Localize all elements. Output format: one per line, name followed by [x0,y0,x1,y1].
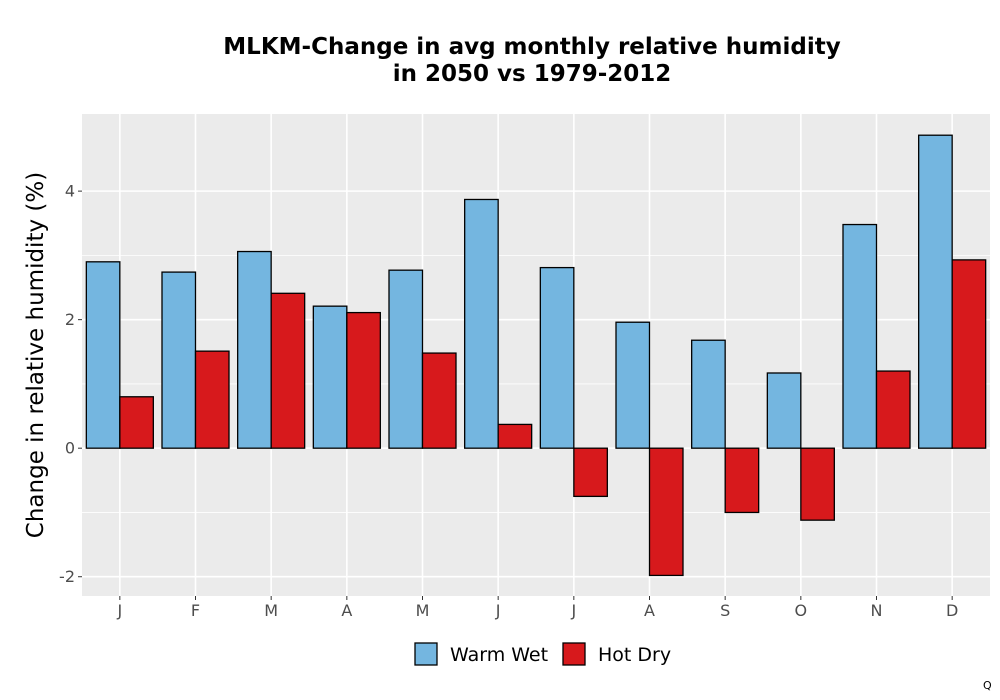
bar-warm-wet [85,261,121,449]
x-tick-label: A [644,601,655,620]
y-axis: -2 0 2 4 [59,182,82,586]
x-tick-label: A [341,601,352,620]
bar-warm-wet [918,134,953,449]
bar-hot-dry [875,370,911,449]
x-tick-label: N [871,601,883,620]
bar-warm-wet [842,223,878,449]
bar-hot-dry [194,350,230,449]
bar-hot-dry [270,292,306,449]
bar-warm-wet [766,372,802,449]
y-tick-label: -2 [59,567,75,586]
x-tick-label: J [116,601,122,620]
legend-label-hot-dry: Hot Dry [598,644,671,666]
legend-key-hot-dry [562,642,586,666]
corner-mark: Q [983,679,992,692]
x-tick-label: J [570,601,576,620]
chart-title-line-2: in 2050 vs 1979-2012 [393,61,672,87]
bar-warm-wet [312,305,348,449]
legend-label-warm-wet: Warm Wet [450,644,548,666]
minor-gridlines [82,254,990,513]
legend-key-warm-wet [414,642,438,666]
bar-hot-dry [119,396,154,449]
bar-hot-dry [648,447,684,577]
legend: Warm Wet Hot Dry [414,642,671,666]
y-axis-title: Change in relative humidity (%) [23,172,49,538]
bar-warm-wet [615,321,651,449]
bar-hot-dry [800,447,835,521]
chart-title-line-1: MLKM-Change in avg monthly relative humi… [223,34,840,60]
bar-warm-wet [388,269,424,449]
x-tick-label: M [416,601,430,620]
y-tick-label: 0 [65,439,75,458]
plot-panel [82,114,990,596]
bar-warm-wet [161,271,197,449]
bar-hot-dry [951,259,987,449]
bar-warm-wet [539,266,575,449]
x-tick-label: M [264,601,278,620]
x-tick-label: F [191,601,200,620]
bar-warm-wet [464,198,499,449]
bar-warm-wet [691,339,726,449]
x-tick-label: O [795,601,808,620]
bar-hot-dry [346,311,381,449]
bar-hot-dry [573,447,608,498]
bar-hot-dry [421,352,457,449]
x-tick-label: J [495,601,501,620]
x-tick-label: S [720,601,730,620]
y-tick-label: 2 [65,310,75,329]
bar-hot-dry [497,423,533,449]
y-tick-label: 4 [65,182,75,201]
bar-warm-wet [237,250,272,449]
bars-group [85,134,987,577]
x-tick-label: D [946,601,958,620]
bar-hot-dry [724,447,760,514]
